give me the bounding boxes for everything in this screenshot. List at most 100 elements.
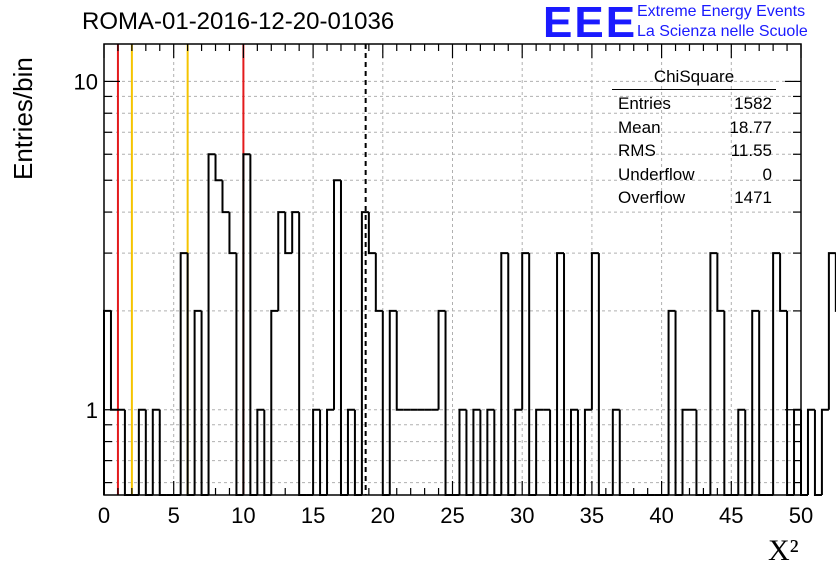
x-tick-label: 20 [371, 503, 395, 528]
histogram-bin [207, 153, 216, 495]
x-tick-label: 15 [301, 503, 325, 528]
histogram-bin [277, 211, 286, 311]
histogram-bin [820, 408, 829, 495]
histogram-bin [109, 310, 118, 411]
logo-line-1: Extreme Energy Events [637, 3, 806, 20]
histogram-bin [556, 252, 565, 495]
x-tick-label: 45 [719, 503, 743, 528]
histogram-bin [800, 409, 808, 496]
histogram-bin [339, 180, 348, 496]
histogram-bin [200, 310, 209, 496]
stats-box: ChiSquare Entries 1582 Mean 18.77 RMS 11… [612, 67, 776, 210]
x-tick-label: 5 [168, 503, 180, 528]
histogram-bin [667, 309, 676, 495]
histogram-bin [388, 309, 397, 495]
histogram-bin [360, 211, 369, 495]
histogram-bin [367, 212, 376, 255]
stats-row: Entries 1582 [612, 92, 776, 116]
stats-title: ChiSquare [612, 67, 776, 90]
x-tick-label: 10 [231, 503, 255, 528]
stats-value: 1582 [734, 94, 772, 113]
histogram-bin [597, 253, 606, 496]
histogram-bin [723, 310, 732, 496]
histogram-bin [256, 408, 265, 495]
histogram-bin [270, 309, 279, 495]
stats-row: Overflow 1471 [612, 186, 776, 210]
histogram-bin [103, 309, 111, 495]
histogram-bin [590, 252, 599, 410]
histogram-bin [758, 310, 767, 496]
histogram-bin [179, 252, 188, 495]
histogram-bin [444, 310, 453, 496]
histogram-bin [312, 408, 321, 495]
x-tick-label: 0 [98, 503, 110, 528]
histogram-bin [472, 408, 481, 495]
histogram-bin [681, 408, 690, 495]
stats-label: Mean [618, 117, 661, 137]
stats-label: Entries [618, 94, 671, 113]
y-tick-label: 10 [74, 69, 98, 94]
histogram-bin [563, 253, 571, 496]
x-tick-label: 25 [440, 503, 464, 528]
histogram-bin [228, 212, 237, 255]
x-tick-label: 35 [580, 503, 604, 528]
y-tick-label: 1 [86, 398, 98, 423]
histogram-bin [333, 179, 341, 410]
logo-line-2: La Scienza nelle Scuole [637, 23, 808, 40]
histogram-bin [151, 408, 160, 495]
histogram-bin [813, 409, 822, 496]
histogram-bin [535, 408, 544, 495]
histogram-bin [395, 310, 404, 411]
eee-logo: EEE [543, 0, 638, 47]
histogram-bin [751, 309, 760, 495]
x-tick-label: 30 [510, 503, 534, 528]
stats-row: Underflow 0 [612, 163, 776, 187]
y-axis-label: Entries/bin [8, 57, 38, 180]
histogram-bin [381, 310, 390, 496]
histogram-bin [500, 252, 509, 495]
histogram-bin [611, 408, 620, 495]
chart-title: ROMA-01-2016-12-20-01036 [82, 8, 395, 35]
histogram-bin [827, 252, 836, 410]
histogram-bin [528, 253, 537, 496]
stats-value: 1471 [734, 188, 772, 207]
histogram-bin [486, 408, 495, 495]
histogram-bin [437, 309, 446, 410]
stats-row: RMS 11.55 [612, 139, 776, 163]
stats-label: Underflow [618, 164, 695, 184]
histogram-bin [193, 309, 202, 495]
tick-labels: 0 5 10 15 20 25 30 35 40 45 50 1 10 [74, 69, 814, 528]
histogram-bin [137, 408, 146, 495]
histogram-bin [806, 408, 815, 495]
histogram-bin [458, 408, 467, 495]
histogram-bin [514, 408, 523, 495]
histogram-bin [186, 253, 195, 496]
histogram-bin [214, 154, 223, 182]
stats-value: 18.77 [729, 117, 772, 137]
histogram-bin [674, 310, 683, 496]
stats-value: 11.55 [730, 141, 772, 160]
histogram-bin [786, 310, 795, 496]
histogram-bin [221, 180, 230, 214]
histogram-bin [249, 154, 258, 496]
reference-lines [116, 44, 367, 495]
histogram-bin [521, 252, 530, 410]
x-tick-label: 50 [789, 503, 813, 528]
axis-ticks [103, 44, 802, 495]
stats-row: Mean 18.77 [612, 116, 776, 140]
histogram-bin [374, 253, 383, 312]
histogram-bin [569, 408, 578, 495]
histogram-bin [346, 408, 355, 495]
x-tick-label: 40 [649, 503, 673, 528]
histogram-bin [235, 253, 244, 496]
stats-label: Overflow [618, 188, 686, 207]
histogram-bin [716, 253, 725, 312]
histogram-bin [284, 212, 293, 255]
histogram-bin [583, 408, 592, 495]
histogram-bin [772, 252, 781, 495]
x-axis-label-text: X² [768, 534, 799, 567]
histogram-bin [326, 408, 335, 495]
histogram-bin [709, 252, 718, 495]
x-axis-label: X² [768, 534, 799, 568]
histogram-bin [298, 212, 307, 496]
